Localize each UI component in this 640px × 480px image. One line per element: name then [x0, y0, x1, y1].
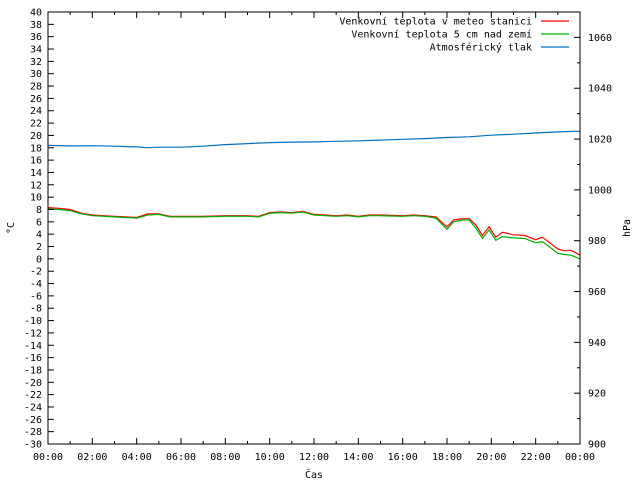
x-tick-label: 22:00	[521, 452, 551, 463]
legend: Venkovní teplota v meteo staniciVenkovní…	[339, 16, 569, 54]
y-left-tick-label: 40	[30, 8, 42, 19]
y-right-tick-label: 1020	[588, 135, 612, 146]
x-tick-label: 20:00	[476, 452, 506, 463]
y-left-tick-label: -12	[24, 328, 42, 339]
y-right-tick-label: 920	[588, 389, 606, 400]
y-left-tick-label: 32	[30, 57, 42, 68]
y-left-tick-label: 2	[36, 242, 42, 253]
x-tick-label: 16:00	[388, 452, 418, 463]
y-right-tick-label: 960	[588, 287, 606, 298]
y-left-tick-label: -30	[24, 440, 42, 451]
y-right-axis-label: hPa	[622, 219, 633, 237]
y-left-tick-label: 18	[30, 143, 42, 154]
y-right-tick-label: 900	[588, 440, 606, 451]
tick-labels: 00:00 02:00 04:00 06:00 08:00 10:00 12:00 14:00…	[24, 8, 612, 464]
legend-label-3: Atmosférický tlak	[430, 42, 532, 54]
series-line-2	[47, 208, 581, 260]
y-left-tick-label: -8	[30, 304, 42, 315]
x-tick-label: 18:00	[432, 452, 462, 463]
y-left-tick-label: -22	[24, 390, 42, 401]
x-tick-label: 10:00	[255, 452, 285, 463]
x-tick-label: 04:00	[122, 452, 152, 463]
x-tick-label: 00:00	[33, 452, 63, 463]
y-left-tick-label: 22	[30, 119, 42, 130]
y-left-tick-label: -4	[30, 279, 42, 290]
x-tick-label: 00:00	[565, 452, 595, 463]
y-left-tick-label: -2	[30, 267, 42, 278]
x-tick-label: 06:00	[166, 452, 196, 463]
series-line-3	[47, 130, 581, 149]
y-left-tick-label: 8	[36, 205, 42, 216]
y-left-tick-label: -26	[24, 415, 42, 426]
y-left-tick-label: 10	[30, 193, 42, 204]
y-left-tick-label: -20	[24, 378, 42, 389]
series-line-1	[47, 207, 581, 256]
y-left-tick-label: 16	[30, 156, 42, 167]
y-right-tick-label: 1040	[588, 84, 612, 95]
y-left-tick-label: 20	[30, 131, 42, 142]
y-left-tick-label: 0	[36, 254, 42, 265]
x-tick-label: 02:00	[77, 452, 107, 463]
y-left-tick-label: 26	[30, 94, 42, 105]
y-left-tick-label: 28	[30, 82, 42, 93]
ticks	[47, 11, 581, 445]
x-tick-label: 12:00	[299, 452, 329, 463]
y-left-axis-label: °C	[6, 222, 17, 234]
plot-lines	[47, 130, 581, 260]
x-axis-label: Čas	[305, 468, 323, 480]
x-tick-label: 08:00	[210, 452, 240, 463]
legend-label-1: Venkovní teplota v meteo stanici	[339, 16, 532, 28]
y-left-tick-label: -28	[24, 427, 42, 438]
y-left-tick-label: 38	[30, 20, 42, 31]
y-right-tick-label: 1060	[588, 33, 612, 44]
y-left-tick-label: -10	[24, 316, 42, 327]
y-left-tick-label: -6	[30, 291, 42, 302]
y-right-tick-label: 980	[588, 236, 606, 247]
y-left-tick-label: 12	[30, 180, 42, 191]
y-left-tick-label: 14	[30, 168, 42, 179]
y-left-tick-label: 30	[30, 69, 42, 80]
y-left-tick-label: 24	[30, 106, 42, 117]
y-left-tick-label: -24	[24, 402, 42, 413]
y-right-tick-label: 940	[588, 338, 606, 349]
legend-label-2: Venkovní teplota 5 cm nad zemí	[351, 29, 532, 41]
y-left-tick-label: -16	[24, 353, 42, 364]
y-left-tick-label: -14	[24, 341, 42, 352]
y-left-tick-label: 36	[30, 32, 42, 43]
y-left-tick-label: 6	[36, 217, 42, 228]
y-right-tick-label: 1000	[588, 185, 612, 196]
y-left-tick-label: -18	[24, 365, 42, 376]
x-tick-label: 14:00	[343, 452, 373, 463]
y-left-tick-label: 34	[30, 45, 42, 56]
y-left-tick-label: 4	[36, 230, 42, 241]
plot-frame	[47, 11, 581, 445]
